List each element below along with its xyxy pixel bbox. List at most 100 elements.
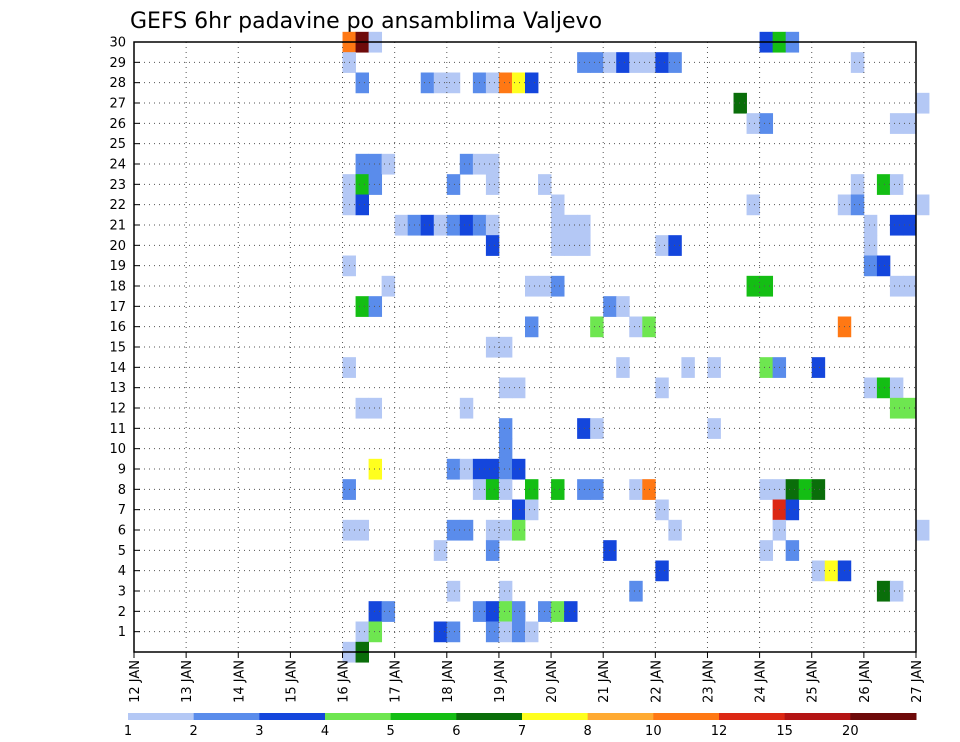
x-tick-label: 14 JAN	[232, 660, 247, 703]
y-axis: 1234567891011121314151617181920212223242…	[109, 36, 140, 640]
legend-label: 20	[842, 724, 859, 739]
x-axis: 12 JAN 13 JAN 14 JAN 15 JAN 16 JAN 17 JAN 18 J…	[128, 652, 925, 703]
legend-label: 7	[518, 724, 526, 739]
heatmap-cell	[381, 601, 396, 622]
heatmap-cell	[811, 560, 826, 582]
heatmap-cell	[681, 357, 695, 378]
y-tick-label: 6	[118, 524, 126, 539]
heatmap-cell	[577, 214, 591, 236]
heatmap-cell	[485, 153, 500, 175]
heatmap-cell	[355, 72, 369, 94]
y-tick-label: 13	[109, 381, 126, 396]
heatmap-cell	[863, 214, 878, 236]
x-tick-label: 19 JAN	[493, 660, 508, 703]
heatmap-cell	[446, 214, 461, 236]
y-tick-label: 30	[109, 36, 126, 51]
heatmap-cell	[590, 316, 604, 338]
heatmap-cell	[485, 336, 500, 358]
heatmap-cell	[498, 621, 513, 643]
y-tick-label: 4	[118, 564, 126, 579]
legend-swatch	[128, 713, 195, 720]
heatmap-cell	[850, 194, 865, 216]
heatmap-cell	[446, 458, 461, 480]
heatmap-cell	[655, 499, 669, 521]
heatmap-cell	[785, 540, 800, 561]
heatmap-cell	[876, 174, 891, 195]
heatmap-cell	[459, 214, 474, 236]
heatmap-cell	[485, 601, 500, 622]
heatmap-cell	[785, 499, 800, 521]
heatmap-cell	[863, 377, 878, 399]
heatmap-cell	[577, 52, 591, 73]
legend-label: 5	[387, 724, 395, 739]
y-tick-label: 1	[118, 625, 126, 640]
legend-swatch	[390, 713, 457, 720]
heatmap-cell	[485, 72, 500, 94]
legend-label: 3	[255, 724, 263, 739]
heatmap-cell	[368, 296, 383, 317]
heatmap-cell	[629, 316, 643, 338]
heatmap-cell	[498, 438, 513, 460]
x-tick-label: 20 JAN	[545, 660, 560, 703]
x-tick-label: 26 JAN	[858, 660, 873, 703]
y-tick-label: 15	[109, 341, 126, 356]
y-tick-label: 29	[109, 56, 126, 71]
heatmap-cell	[746, 113, 760, 134]
heatmap-cell	[551, 601, 565, 622]
heatmap-cell	[916, 92, 930, 114]
heatmap-cell	[498, 336, 513, 358]
heatmap-cell	[485, 214, 500, 236]
heatmap-cell	[551, 194, 565, 216]
heatmap-cell	[746, 194, 760, 216]
heatmap-cell	[668, 235, 682, 256]
heatmap-cell	[746, 275, 760, 297]
heatmap-cell	[485, 479, 500, 500]
heatmap-cell	[355, 174, 369, 195]
legend-label: 10	[645, 724, 662, 739]
y-tick-label: 20	[109, 239, 126, 254]
legend-label: 12	[711, 724, 728, 739]
heatmap-cell	[629, 580, 643, 602]
heatmap-cell	[485, 235, 500, 256]
heatmap-cell	[811, 357, 826, 378]
heatmap-cell	[368, 621, 383, 643]
x-tick-label: 15 JAN	[284, 660, 299, 703]
heatmap-cell	[446, 621, 461, 643]
grid-lines	[134, 42, 916, 652]
legend-label: 1	[124, 724, 132, 739]
x-tick-label: 27 JAN	[910, 660, 925, 703]
y-tick-label: 22	[109, 198, 126, 213]
heatmap-cell	[498, 377, 513, 399]
heatmap-cell	[511, 72, 526, 94]
heatmap-cell	[446, 72, 461, 94]
heatmap-cell	[498, 601, 513, 622]
heatmap-cell	[590, 52, 604, 73]
heatmap-cells	[342, 31, 930, 663]
heatmap-cell	[420, 214, 435, 236]
legend-label: 6	[452, 724, 460, 739]
heatmap-cell	[577, 418, 591, 439]
legend-label: 4	[321, 724, 329, 739]
heatmap-cell	[459, 153, 474, 175]
heatmap-cell	[368, 174, 383, 195]
heatmap-cell	[525, 479, 539, 500]
heatmap-cell	[446, 174, 461, 195]
y-tick-label: 24	[109, 158, 126, 173]
legend-swatch	[456, 713, 523, 720]
heatmap-cell	[355, 519, 369, 541]
heatmap-cell	[863, 255, 878, 277]
heatmap-cell	[511, 601, 526, 622]
heatmap-cell	[551, 479, 565, 500]
heatmap-cell	[433, 214, 448, 236]
heatmap-cell	[616, 357, 630, 378]
heatmap-cell	[525, 499, 539, 521]
heatmap-cell	[485, 621, 500, 643]
y-tick-label: 27	[109, 97, 126, 112]
heatmap-cell	[811, 479, 826, 500]
heatmap-cell	[577, 235, 591, 256]
heatmap-cell	[498, 458, 513, 480]
y-tick-label: 23	[109, 178, 126, 193]
heatmap-cell	[551, 214, 565, 236]
y-tick-label: 17	[109, 300, 126, 315]
